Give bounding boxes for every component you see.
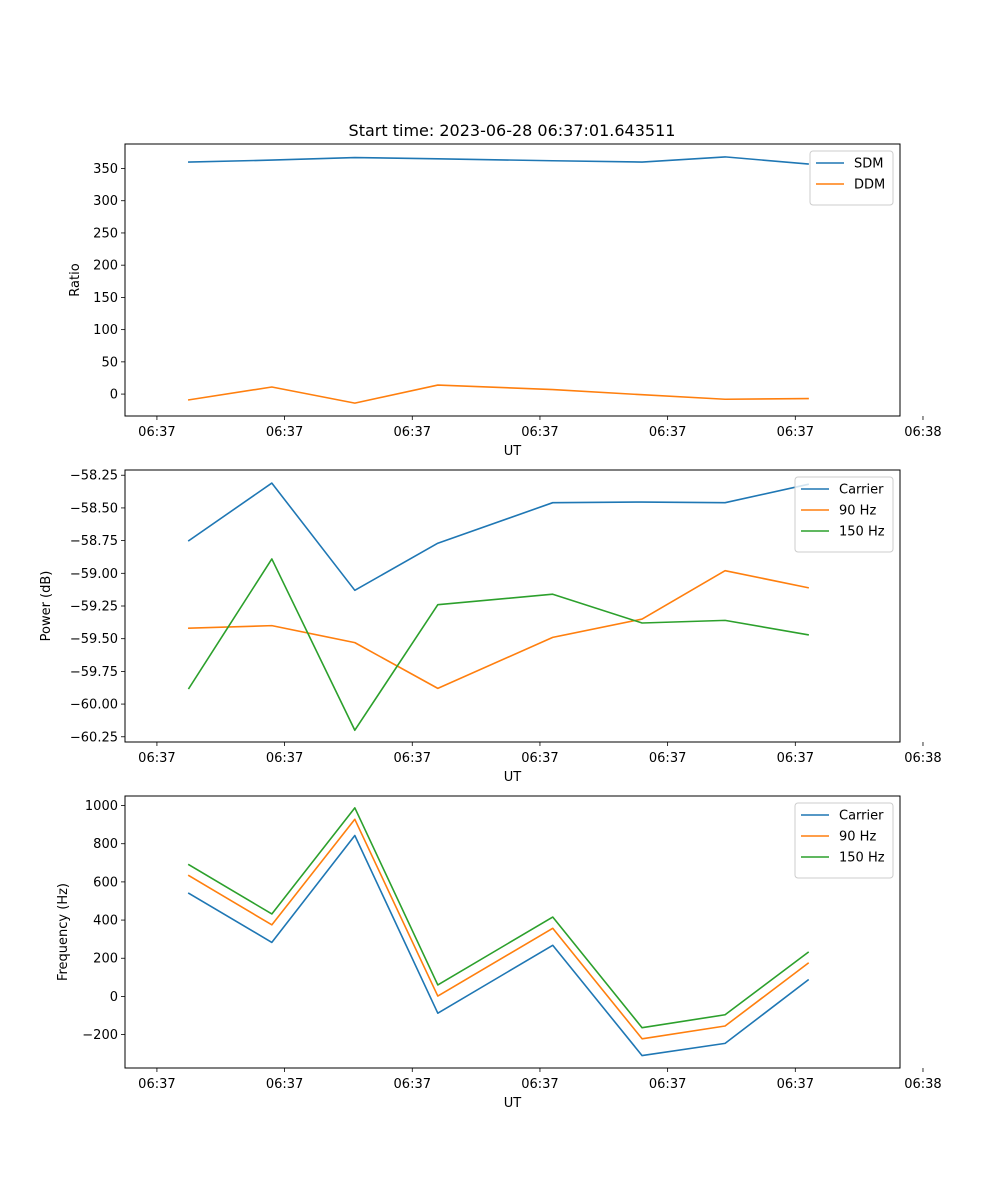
power-y-tick-label: −58.25 <box>70 469 118 484</box>
ratio-y-tick-label: 350 <box>93 162 118 177</box>
ratio-y-axis-label: Ratio <box>68 263 83 296</box>
power-x-tick-label: 06:37 <box>138 751 175 766</box>
frequency-legend-label-150-hz: 150 Hz <box>839 851 885 866</box>
frequency-legend: Carrier 90 Hz 150 Hz <box>794 802 894 879</box>
frequency-y-tick-label: 600 <box>93 875 118 890</box>
frequency-legend-label-90-hz: 90 Hz <box>839 830 876 845</box>
frequency-y-axis-label: Frequency (Hz) <box>56 883 71 981</box>
ratio-legend-label-ddm: DDM <box>854 178 885 193</box>
power-x-axis-label: UT <box>504 770 522 785</box>
power-legend: Carrier 90 Hz 150 Hz <box>794 476 894 553</box>
ratio-x-tick-label: 06:37 <box>138 425 175 440</box>
ratio-legend: SDM DDM <box>809 150 894 206</box>
frequency-x-tick-label: 06:37 <box>521 1077 558 1092</box>
frequency-x-tick-label: 06:37 <box>394 1077 431 1092</box>
frequency-y-tick-label: 800 <box>93 837 118 852</box>
frequency-y-tick-label: 400 <box>93 914 118 929</box>
ratio-series-sdm-line <box>188 156 809 165</box>
ratio-axes-frame <box>124 143 901 417</box>
frequency-x-tick-label: 06:37 <box>649 1077 686 1092</box>
frequency-y-tick-label: 200 <box>93 952 118 967</box>
frequency-y-tick-label: −200 <box>82 1028 118 1043</box>
power-series-150-hz-line <box>187 558 809 732</box>
frequency-x-tick-label: 06:37 <box>138 1077 175 1092</box>
power-panel: 06:37 06:37 06:37 06:37 06:37 06:37 06:38 −60.2… <box>39 469 942 785</box>
power-x-tick-label: 06:37 <box>394 751 431 766</box>
ratio-y-tick-label: 50 <box>101 355 118 370</box>
power-x-tick-label: 06:38 <box>904 751 941 766</box>
ratio-legend-box <box>809 150 894 206</box>
power-legend-box <box>794 476 894 553</box>
power-y-tick-label: −60.00 <box>70 698 118 713</box>
frequency-x-tick-label: 06:37 <box>266 1077 303 1092</box>
frequency-series-90-hz-line <box>187 818 810 1040</box>
power-y-tick-label: −58.75 <box>70 534 118 549</box>
power-x-tick-label: 06:37 <box>777 751 814 766</box>
power-x-tick-label: 06:37 <box>521 751 558 766</box>
power-legend-label-150-hz: 150 Hz <box>839 525 885 540</box>
power-y-tick-label: −59.50 <box>70 632 118 647</box>
frequency-y-tick-label: 0 <box>110 990 118 1005</box>
ratio-x-tick-label: 06:37 <box>266 425 303 440</box>
ratio-x-axis-label: UT <box>504 444 522 459</box>
power-series-90-hz-line <box>188 569 810 690</box>
frequency-y-tick-label: 1000 <box>85 799 118 814</box>
power-series-carrier-line <box>187 482 810 592</box>
frequency-axes-frame <box>124 795 901 1069</box>
power-y-tick-label: −58.50 <box>70 501 118 516</box>
power-y-tick-label: −59.25 <box>70 600 118 615</box>
power-y-axis-label: Power (dB) <box>39 571 54 642</box>
ratio-x-tick-label: 06:37 <box>649 425 686 440</box>
frequency-series-150-hz-line <box>187 807 810 1029</box>
ratio-x-tick-label: 06:37 <box>521 425 558 440</box>
power-legend-label-90-hz: 90 Hz <box>839 504 876 519</box>
frequency-legend-label-carrier: Carrier <box>839 809 884 824</box>
frequency-panel: 06:37 06:37 06:37 06:37 06:37 06:37 06:38 −200 0… <box>56 795 942 1111</box>
frequency-legend-box <box>794 802 894 879</box>
ratio-y-tick-label: 150 <box>93 291 118 306</box>
ratio-y-tick-label: 0 <box>110 388 118 403</box>
frequency-x-tick-label: 06:38 <box>904 1077 941 1092</box>
power-x-tick-label: 06:37 <box>649 751 686 766</box>
ratio-panel: 06:37 06:37 06:37 06:37 06:37 06:37 06:38 0 50 10… <box>68 143 942 459</box>
ratio-y-tick-label: 100 <box>93 323 118 338</box>
frequency-x-axis-label: UT <box>504 1096 522 1111</box>
ratio-x-tick-label: 06:37 <box>777 425 814 440</box>
ratio-y-tick-label: 300 <box>93 194 118 209</box>
ratio-x-tick-label: 06:38 <box>904 425 941 440</box>
power-x-tick-label: 06:37 <box>266 751 303 766</box>
ratio-legend-label-sdm: SDM <box>854 157 883 172</box>
frequency-x-tick-label: 06:37 <box>777 1077 814 1092</box>
frequency-series-carrier-line <box>187 834 810 1057</box>
ratio-x-tick-label: 06:37 <box>394 425 431 440</box>
ratio-series-ddm-line <box>187 384 809 404</box>
ratio-y-tick-label: 250 <box>93 226 118 241</box>
power-y-tick-label: −60.25 <box>70 730 118 745</box>
power-y-tick-label: −59.00 <box>70 567 118 582</box>
power-y-tick-label: −59.75 <box>70 665 118 680</box>
figure-title: Start time: 2023-06-28 06:37:01.643511 <box>349 121 676 140</box>
ratio-y-tick-label: 200 <box>93 259 118 274</box>
power-legend-label-carrier: Carrier <box>839 483 884 498</box>
